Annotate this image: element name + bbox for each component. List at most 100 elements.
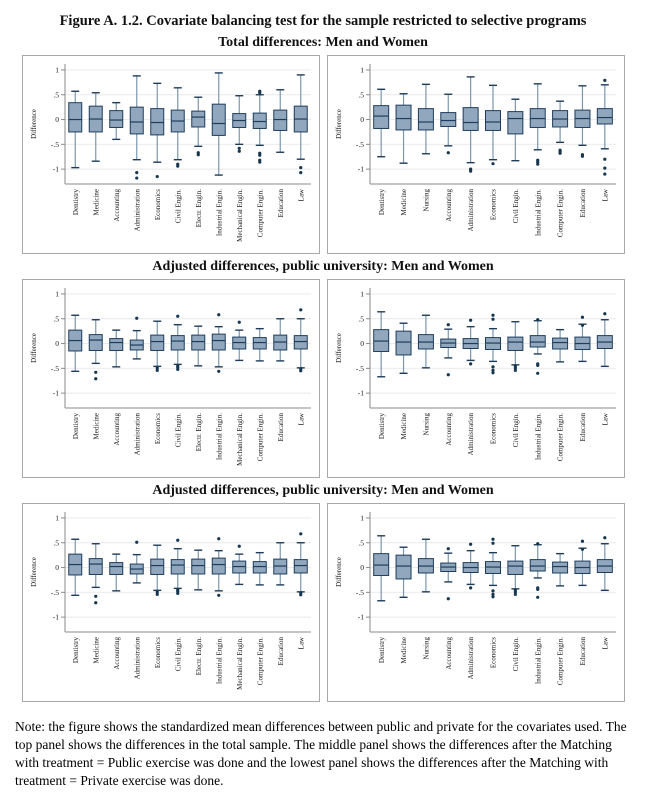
iqr-box	[439, 112, 456, 127]
y-axis: 1 .5 0 -.5 -1	[355, 511, 370, 632]
y-axis: 1 .5 0 -.5 -1	[50, 63, 65, 184]
x-tick-label: Nursing	[422, 188, 430, 211]
iqr-box	[252, 560, 267, 574]
outlier-dot	[602, 172, 606, 176]
x-tick-label: Dentistry	[377, 636, 385, 663]
y-axis: 1 .5 0 -.5 -1	[355, 287, 370, 408]
x-tick-label: Industrial Engin.	[215, 636, 223, 683]
iqr-box	[293, 334, 308, 350]
box-plot-accounting: Accounting	[439, 546, 456, 669]
x-tick-label: Civil Engin.	[174, 636, 182, 670]
iqr-box	[395, 104, 412, 131]
iqr-box	[149, 108, 164, 136]
y-tick-label: .5	[358, 314, 364, 323]
x-tick-label: Accounting	[444, 636, 452, 669]
outlier-dot	[134, 316, 138, 320]
outlier-dot	[490, 317, 495, 321]
iqr-box	[252, 112, 267, 129]
y-tick-label: -1	[357, 612, 363, 621]
outlier-dot	[602, 78, 606, 82]
row-title-adjusted-private: Adjusted differences, public university:…	[152, 482, 494, 498]
outlier-dot	[298, 170, 302, 175]
box-plot-industrial-engin: Industrial Engin.	[529, 541, 546, 684]
box-plot-dentistry: Dentistry	[67, 538, 82, 663]
outlier-dot	[298, 531, 302, 535]
box-plot-dentistry: Dentistry	[67, 314, 82, 439]
box-plot-medicine: Medicine	[88, 318, 103, 439]
outlier-dot	[602, 311, 606, 316]
outlier-dot	[216, 312, 220, 317]
box-plot-accounting: Accounting	[108, 552, 123, 669]
outlier-dot	[580, 154, 584, 158]
outlier-dot	[155, 365, 159, 370]
box-plot-electr-engin: Electr. Engin.	[190, 325, 205, 451]
x-tick-label: Computer Engin.	[256, 412, 264, 460]
x-tick-label: Medicine	[92, 189, 100, 215]
iqr-box	[67, 102, 82, 133]
outlier-dot	[513, 368, 517, 372]
iqr-box	[462, 107, 479, 131]
outlier-dot	[155, 174, 159, 179]
box-plot-education: Education	[573, 85, 590, 217]
x-tick-label: Law	[601, 188, 609, 201]
box-plot-dentistry: Dentistry	[67, 90, 82, 215]
x-tick-label: Economics	[489, 189, 497, 220]
outlier-dot	[490, 313, 495, 317]
row-title-total: Total differences: Men and Women	[218, 35, 428, 51]
box-plot-law: Law	[293, 531, 308, 649]
outlier-dot	[580, 539, 584, 543]
outlier-dot	[93, 376, 97, 381]
outlier-dot	[602, 535, 606, 539]
x-tick-label: Economics	[153, 189, 161, 220]
y-tick-label: -1	[357, 165, 363, 174]
box-plot-nursing: Nursing	[417, 538, 434, 659]
x-tick-label: Dentistry	[377, 188, 385, 215]
x-tick-label: Education	[579, 636, 587, 665]
iqr-box	[108, 110, 123, 128]
x-tick-label: Law	[601, 636, 609, 649]
box-plot-administration: Administration	[462, 542, 479, 679]
iqr-box	[395, 554, 412, 579]
x-tick-label: Administration	[467, 412, 475, 455]
outlier-dot	[446, 151, 450, 155]
y-tick-label: 0	[360, 115, 364, 124]
x-tick-label: Law	[297, 636, 305, 649]
x-tick-label: Law	[297, 412, 305, 425]
outlier-dot	[237, 320, 241, 324]
box-plot-administration: Administration	[129, 540, 144, 679]
box-plot-medicine: Medicine	[395, 322, 412, 439]
gridlines	[64, 69, 311, 170]
iqr-box	[129, 106, 144, 135]
y-tick-label: -1	[52, 388, 58, 397]
x-tick-label: Administration	[133, 412, 141, 455]
outlier-dot	[535, 162, 539, 166]
iqr-box	[293, 558, 308, 574]
iqr-box	[170, 558, 185, 574]
box-plot-economics: Economics	[484, 313, 501, 444]
outlier-dot	[490, 161, 495, 166]
x-tick-label: Economics	[489, 412, 497, 443]
outlier-dot	[237, 146, 241, 150]
outlier-dot	[257, 160, 261, 164]
x-tick-label: Computer Engin.	[556, 412, 564, 460]
outlier-dot	[490, 592, 495, 596]
box-plot-law: Law	[596, 535, 613, 649]
iqr-box	[149, 334, 164, 351]
outlier-dot	[257, 153, 261, 157]
outlier-dot	[134, 170, 138, 175]
outlier-dot	[298, 165, 302, 170]
box-plot-education: Education	[272, 541, 287, 665]
x-tick-label: Civil Engin.	[174, 189, 182, 223]
y-tick-label: -.5	[50, 587, 58, 596]
box-plot-mechanical-engin: Mechanical Engin.	[231, 320, 246, 466]
outlier-dot	[580, 315, 584, 319]
y-tick-label: -.5	[355, 587, 363, 596]
outlier-dot	[237, 544, 241, 548]
x-tick-label: Industrial Engin.	[215, 412, 223, 459]
box-plot-computer-engin: Computer Engin.	[551, 552, 568, 685]
y-tick-label: 0	[55, 115, 59, 124]
x-tick-label: Industrial Engin.	[215, 189, 223, 236]
x-tick-label: Mechanical Engin.	[235, 412, 243, 465]
box-plot-accounting: Accounting	[108, 101, 123, 222]
x-tick-label: Medicine	[400, 413, 408, 439]
